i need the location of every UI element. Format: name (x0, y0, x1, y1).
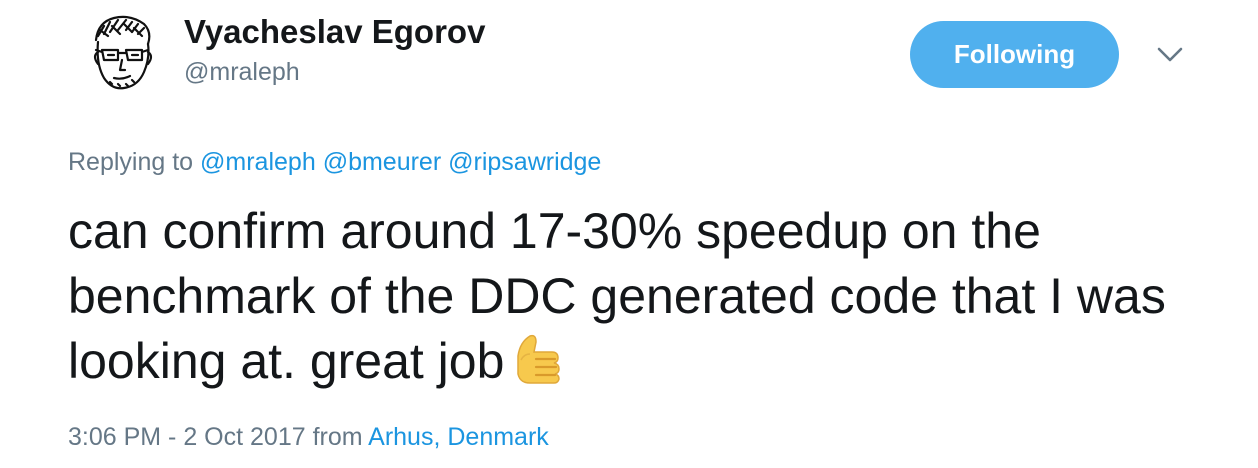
avatar-sketch-icon (74, 6, 168, 100)
thumbs-up-icon (508, 330, 566, 404)
mention-link[interactable]: @mraleph (200, 148, 316, 176)
replying-to-label: Replying to (68, 148, 194, 176)
mention-link[interactable]: @bmeurer (322, 148, 442, 176)
chevron-down-icon (1157, 47, 1183, 62)
tweet-menu-button[interactable] (1152, 38, 1188, 70)
avatar[interactable] (74, 6, 168, 100)
tweet-meta: 3:06 PM - 2 Oct 2017 from Arhus, Denmark (68, 421, 549, 453)
user-handle[interactable]: @mraleph (184, 58, 300, 86)
from-label: from (312, 423, 363, 451)
replying-to-line: Replying to @mraleph @bmeurer @ripsawrid… (68, 146, 601, 178)
location-link[interactable]: Arhus, Denmark (368, 423, 549, 451)
tweet-text: can confirm around 17-30% speedup on the… (68, 199, 1208, 404)
tweet-body: can confirm around 17-30% speedup on the… (68, 203, 1166, 389)
display-name[interactable]: Vyacheslav Egorov (184, 13, 486, 50)
mention-link[interactable]: @ripsawridge (448, 148, 602, 176)
user-block: Vyacheslav Egorov @mraleph (184, 12, 485, 88)
tweet-timestamp[interactable]: 3:06 PM - 2 Oct 2017 (68, 423, 306, 451)
following-button[interactable]: Following (910, 21, 1119, 88)
